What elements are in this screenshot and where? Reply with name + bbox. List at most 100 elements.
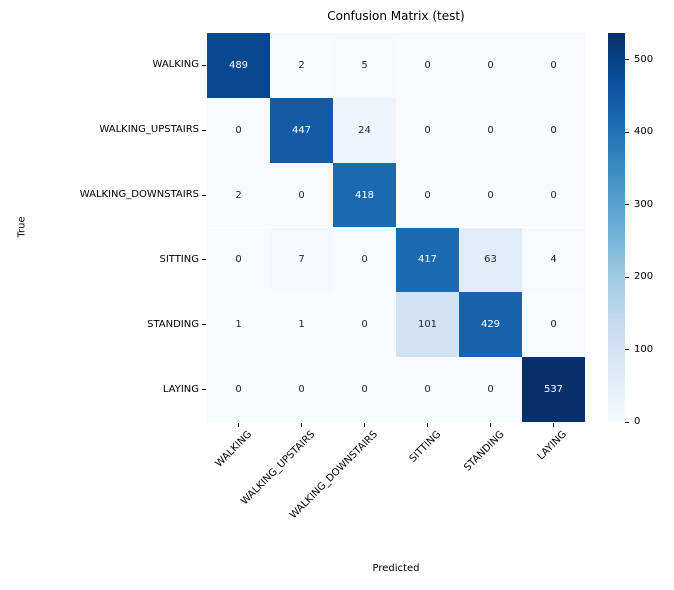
heatmap-cell: 447 xyxy=(270,97,333,163)
cell-value: 0 xyxy=(550,319,557,331)
y-tick-label: WALKING_UPSTAIRS xyxy=(99,124,199,136)
y-tick-label: STANDING xyxy=(147,318,199,330)
heatmap-cell: 0 xyxy=(459,357,522,422)
heatmap-cell: 2 xyxy=(270,33,333,98)
heatmap-cell: 0 xyxy=(459,33,522,98)
heatmap-cell: 537 xyxy=(522,357,585,422)
heatmap-cell: 0 xyxy=(396,97,459,163)
colorbar-tick-label: 100 xyxy=(634,343,654,355)
heatmap-cell: 1 xyxy=(270,292,333,358)
cell-value: 0 xyxy=(235,384,242,396)
cell-value: 0 xyxy=(424,384,431,396)
colorbar-tick-mark xyxy=(625,421,629,423)
cell-value: 429 xyxy=(480,319,501,331)
colorbar-tick-mark xyxy=(625,59,629,61)
y-tick-mark xyxy=(202,64,206,66)
y-tick-mark xyxy=(202,324,206,326)
cell-value: 1 xyxy=(235,319,242,331)
heatmap-cell: 418 xyxy=(333,162,396,228)
heatmap-grid: 489 2 5 0 0 0 0 447 24 0 0 0 2 0 418 0 0 0 0 7 0 417 63 4 1 1 0 101… xyxy=(207,33,585,422)
cell-value: 0 xyxy=(487,384,494,396)
colorbar-tick-mark xyxy=(625,204,629,206)
cell-value: 0 xyxy=(424,124,431,136)
x-tick-mark xyxy=(490,423,491,427)
cell-value: 1 xyxy=(298,319,305,331)
cell-value: 4 xyxy=(550,254,557,266)
heatmap-cell: 0 xyxy=(522,162,585,228)
x-tick-label: WALKING xyxy=(213,429,255,470)
heatmap-cell: 0 xyxy=(270,162,333,228)
heatmap-cell: 0 xyxy=(522,292,585,358)
colorbar-tick-label: 300 xyxy=(634,198,654,210)
heatmap-cell: 417 xyxy=(396,227,459,293)
heatmap-cell: 0 xyxy=(207,227,270,293)
heatmap-cell: 63 xyxy=(459,227,522,293)
y-tick-label: WALKING_DOWNSTAIRS xyxy=(79,189,199,201)
heatmap-cell: 0 xyxy=(396,162,459,228)
heatmap-cell: 0 xyxy=(459,162,522,228)
y-tick-mark xyxy=(202,259,206,261)
heatmap-cell: 0 xyxy=(333,227,396,293)
cell-value: 0 xyxy=(487,59,494,71)
cell-value: 0 xyxy=(361,254,368,266)
heatmap-cell: 1 xyxy=(207,292,270,358)
cell-value: 0 xyxy=(424,189,431,201)
cell-value: 0 xyxy=(235,254,242,266)
colorbar-tick-mark xyxy=(625,276,629,278)
cell-value: 7 xyxy=(298,254,305,266)
cell-value: 0 xyxy=(361,384,368,396)
cell-value: 0 xyxy=(361,319,368,331)
x-tick-mark xyxy=(301,423,302,427)
cell-value: 0 xyxy=(487,189,494,201)
x-tick-label: STANDING xyxy=(461,429,507,474)
cell-value: 489 xyxy=(228,59,249,71)
colorbar-tick-mark xyxy=(625,349,629,351)
cell-value: 5 xyxy=(361,59,368,71)
heatmap-cell: 0 xyxy=(333,292,396,358)
cell-value: 0 xyxy=(550,59,557,71)
heatmap-cell: 0 xyxy=(207,357,270,422)
x-axis-label: Predicted xyxy=(372,563,420,574)
heatmap-cell: 0 xyxy=(522,33,585,98)
y-tick-label: SITTING xyxy=(159,253,199,265)
cell-value: 0 xyxy=(298,189,305,201)
cell-value: 537 xyxy=(543,384,564,396)
heatmap-cell: 0 xyxy=(522,97,585,163)
y-tick-mark xyxy=(202,194,206,196)
y-tick-mark xyxy=(202,129,206,131)
chart-title: Confusion Matrix (test) xyxy=(327,9,465,23)
heatmap-cell: 7 xyxy=(270,227,333,293)
colorbar-tick-label: 500 xyxy=(634,53,654,65)
heatmap-cell: 0 xyxy=(459,97,522,163)
cell-value: 447 xyxy=(291,124,312,136)
heatmap-cell: 101 xyxy=(396,292,459,358)
cell-value: 101 xyxy=(417,319,438,331)
heatmap-cell: 0 xyxy=(207,97,270,163)
cell-value: 418 xyxy=(354,189,375,201)
cell-value: 0 xyxy=(298,384,305,396)
colorbar-tick-label: 200 xyxy=(634,271,654,283)
y-tick-mark xyxy=(202,389,206,391)
y-tick-label: LAYING xyxy=(162,383,199,395)
colorbar-tick-mark xyxy=(625,131,629,133)
cell-value: 2 xyxy=(235,189,242,201)
heatmap-cell: 24 xyxy=(333,97,396,163)
y-tick-label: WALKING xyxy=(152,59,200,71)
cell-value: 0 xyxy=(487,124,494,136)
heatmap-cell: 0 xyxy=(396,33,459,98)
heatmap-cell: 0 xyxy=(396,357,459,422)
cell-value: 0 xyxy=(235,124,242,136)
heatmap-cell: 429 xyxy=(459,292,522,358)
heatmap-cell: 0 xyxy=(333,357,396,422)
colorbar xyxy=(608,33,625,422)
heatmap-cell: 4 xyxy=(522,227,585,293)
cell-value: 0 xyxy=(424,59,431,71)
x-tick-mark xyxy=(553,423,554,427)
colorbar-tick-label: 0 xyxy=(634,416,641,427)
heatmap-cell: 489 xyxy=(207,33,270,98)
heatmap-cell: 5 xyxy=(333,33,396,98)
x-tick-mark xyxy=(427,423,428,427)
heatmap-cell: 2 xyxy=(207,162,270,228)
cell-value: 63 xyxy=(484,254,497,266)
